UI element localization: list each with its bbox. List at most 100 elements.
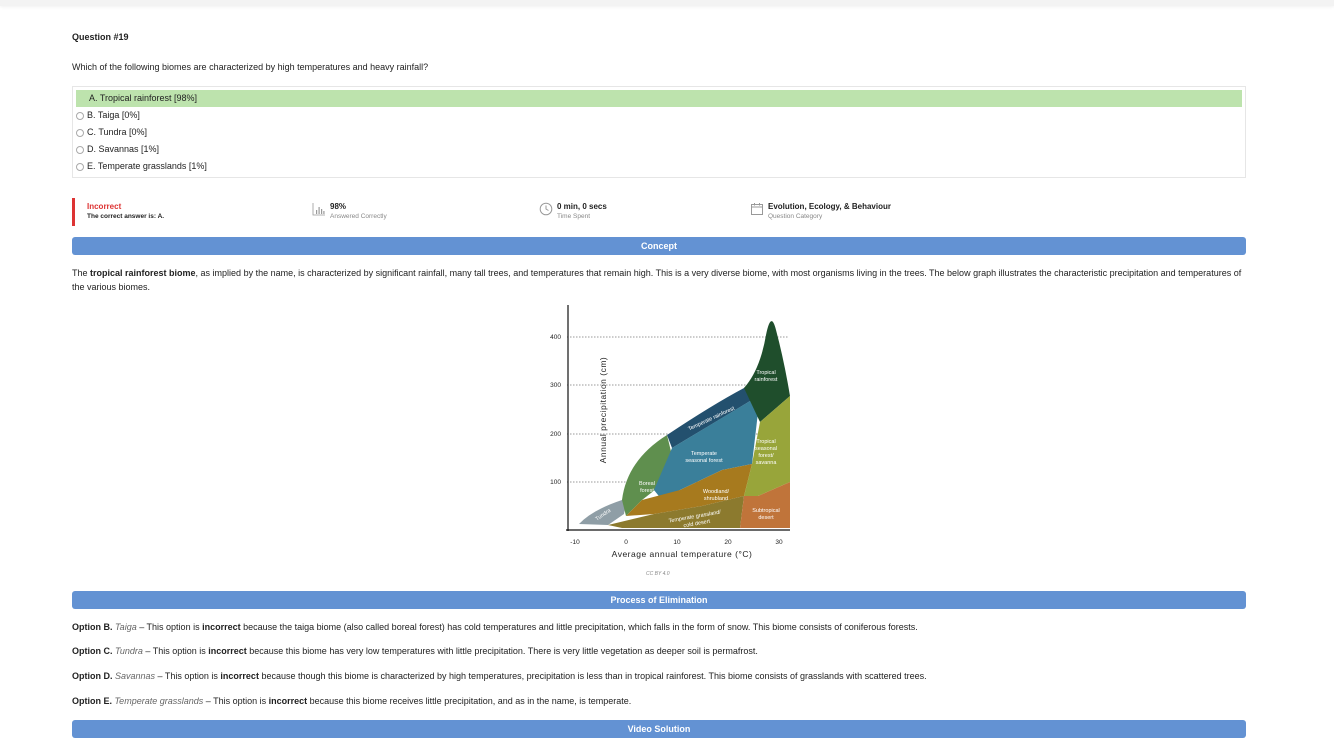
option-sep: – This option is	[203, 696, 269, 706]
result-stats: Incorrect The correct answer is: A. 98% …	[72, 198, 1246, 226]
region-temperate-seasonal-forest	[654, 395, 760, 500]
option-label: Option B.	[72, 622, 113, 632]
option-keyword: incorrect	[208, 646, 247, 656]
xtick-0: 0	[624, 539, 628, 546]
calendar-icon	[751, 203, 763, 215]
region-subtropical-desert	[740, 482, 790, 528]
question-number: Question #19	[72, 32, 129, 42]
concept-text: The tropical rainforest biome, as implie…	[72, 266, 1246, 294]
correct-answer-text: The correct answer is: A.	[87, 213, 165, 220]
category-label: Question Category	[768, 213, 823, 220]
x-axis-label: Average annual temperature (°C)	[612, 549, 753, 559]
region-tundra	[579, 482, 630, 525]
choice-label: B. Taiga [0%]	[87, 110, 140, 120]
option-keyword: incorrect	[220, 671, 259, 681]
label-subtropical-1: Subtropical	[752, 508, 780, 514]
label-tropical-seasonal-1: Tropical	[756, 439, 775, 445]
label-tropical-seasonal-2: seasonal	[755, 446, 777, 452]
label-subtropical-2: desert	[758, 515, 774, 521]
elimination-header[interactable]: Process of Elimination	[72, 591, 1246, 609]
concept-bold: tropical rainforest biome	[90, 268, 196, 278]
result-status: Incorrect The correct answer is: A.	[72, 198, 164, 226]
choice-label: A. Tropical rainforest [98%]	[89, 93, 198, 103]
label-grassland-2: cold desert	[683, 519, 711, 530]
radio-icon[interactable]	[76, 145, 84, 154]
choice-c[interactable]: C. Tundra [0%]	[76, 124, 1242, 141]
option-rest: because the taiga biome (also called bor…	[240, 622, 918, 632]
ytick-100: 100	[550, 479, 561, 486]
clock-icon	[539, 202, 553, 216]
option-sep: – This option is	[155, 671, 221, 681]
region-temperate-grassland	[608, 496, 744, 528]
label-temperate-seasonal-2: seasonal forest	[685, 458, 723, 464]
choice-label: E. Temperate grasslands [1%]	[87, 161, 207, 171]
concept-post: , as implied by the name, is characteriz…	[72, 268, 1242, 292]
video-solution-header[interactable]: Video Solution	[72, 720, 1246, 738]
choice-d[interactable]: D. Savannas [1%]	[76, 141, 1242, 158]
result-label: Incorrect	[87, 202, 122, 211]
choice-label: C. Tundra [0%]	[87, 127, 148, 137]
option-label: Option E.	[72, 696, 112, 706]
concept-header[interactable]: Concept	[72, 237, 1246, 255]
chart-credit: CC BY 4.0	[646, 571, 670, 577]
radio-icon[interactable]	[76, 128, 84, 137]
region-tropical-rainforest	[744, 321, 790, 422]
choice-a[interactable]: A. Tropical rainforest [98%]	[76, 90, 1242, 107]
label-woodland-1: Woodland/	[703, 489, 730, 495]
time-value: 0 min, 0 secs	[557, 202, 607, 211]
ytick-400: 400	[550, 334, 561, 341]
label-tropical-rainforest-1: Tropical	[756, 370, 775, 376]
option-name: Taiga	[115, 622, 137, 632]
concept-pre: The	[72, 268, 91, 278]
region-boreal-forest	[622, 435, 676, 516]
label-tropical-seasonal-4: savanna	[756, 460, 778, 466]
y-axis-label: Annual precipitation (cm)	[598, 357, 608, 464]
elimination-c: Option C. Tundra – This option is incorr…	[72, 646, 758, 656]
ytick-200: 200	[550, 431, 561, 438]
answer-choices: A. Tropical rainforest [98%] B. Taiga [0…	[72, 86, 1246, 178]
label-boreal-1: Boreal	[639, 481, 655, 487]
region-woodland-shrubland	[626, 464, 752, 516]
label-boreal-2: forest	[640, 488, 654, 494]
option-keyword: incorrect	[268, 696, 308, 706]
label-tropical-rainforest-2: rainforest	[755, 377, 778, 383]
time-stat: 0 min, 0 secs Time Spent	[539, 202, 607, 220]
region-temperate-rainforest	[667, 366, 768, 448]
option-sep: – This option is	[142, 646, 209, 656]
choice-label: D. Savannas [1%]	[87, 144, 160, 154]
y-ticks: 400 300 200 100	[550, 334, 561, 486]
xtick-30: 30	[775, 539, 783, 546]
option-rest: because this biome has very low temperat…	[246, 646, 758, 656]
category-value: Evolution, Ecology, & Behaviour	[768, 202, 891, 211]
xtick-10: 10	[673, 539, 681, 546]
label-tropical-seasonal-3: forest/	[758, 453, 774, 459]
biome-chart: Tundra Boreal forest Temperate rainfores…	[550, 305, 790, 559]
option-label: Option D.	[72, 671, 113, 681]
xtick-neg10: -10	[570, 539, 580, 546]
bar-chart-icon	[312, 203, 325, 216]
question-text: Which of the following biomes are charac…	[72, 62, 429, 72]
option-name: Tundra	[115, 646, 143, 656]
option-rest: because though this biome is characteriz…	[258, 671, 927, 681]
category-stat: Evolution, Ecology, & Behaviour Question…	[750, 202, 891, 220]
elimination-d: Option D. Savannas – This option is inco…	[72, 671, 927, 681]
elimination-b: Option B. Taiga – This option is incorre…	[72, 622, 918, 632]
label-temperate-seasonal-1: Temperate	[691, 451, 717, 457]
option-keyword: incorrect	[202, 622, 241, 632]
percent-label: Answered Correctly	[330, 213, 387, 220]
radio-icon[interactable]	[76, 111, 84, 120]
ytick-300: 300	[550, 382, 561, 389]
option-label: Option C.	[72, 646, 113, 656]
percent-value: 98%	[330, 202, 347, 211]
radio-icon[interactable]	[76, 162, 84, 171]
time-label: Time Spent	[557, 213, 590, 220]
option-name: Temperate grasslands	[114, 696, 204, 706]
xtick-20: 20	[724, 539, 732, 546]
top-bar	[0, 0, 1334, 6]
option-name: Savannas	[115, 671, 156, 681]
choice-e[interactable]: E. Temperate grasslands [1%]	[76, 158, 1242, 175]
region-tropical-seasonal-forest	[744, 396, 790, 496]
elimination-e: Option E. Temperate grasslands – This op…	[72, 696, 631, 706]
choice-b[interactable]: B. Taiga [0%]	[76, 107, 1242, 124]
percent-stat: 98% Answered Correctly	[312, 202, 387, 220]
